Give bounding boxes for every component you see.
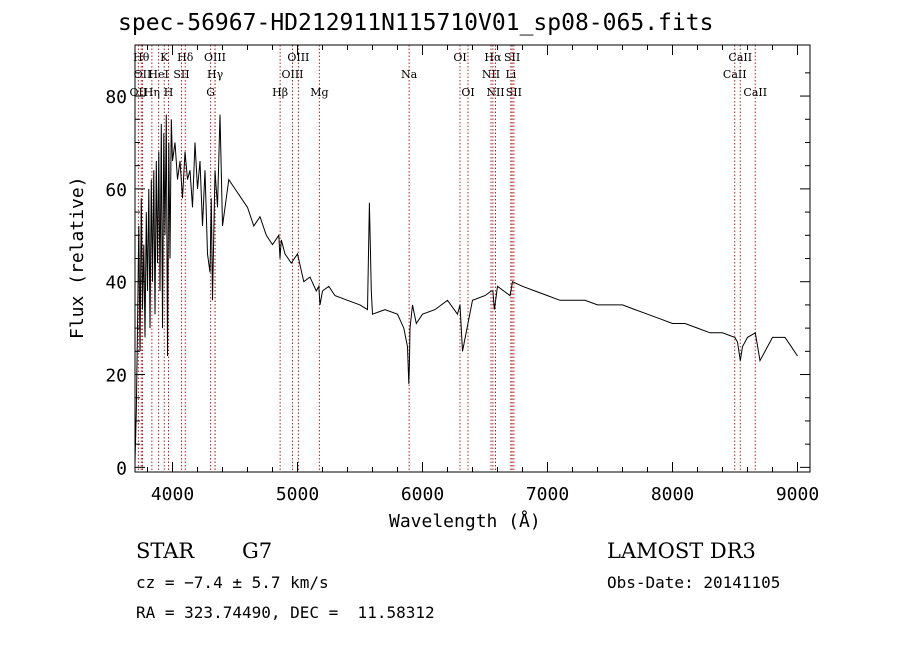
class-label: STAR: [136, 539, 195, 563]
line-label-9: G: [206, 86, 215, 99]
spectrum-line: [134, 114, 798, 463]
x-axis-label: Wavelength (Å): [389, 511, 541, 532]
x-tick-label-5000: 5000: [276, 484, 319, 505]
y-tick-label-20: 20: [105, 366, 127, 387]
line-label-7: SII: [173, 68, 189, 81]
x-tick-label-8000: 8000: [651, 484, 694, 505]
y-axis-label: Flux (relative): [67, 176, 88, 339]
obs-date-label: Obs-Date: 20141105: [607, 573, 781, 592]
subclass-label: G7: [242, 539, 273, 563]
line-label-5: K: [160, 51, 169, 64]
line-label-16: Na: [401, 68, 418, 81]
line-label-2: OII: [134, 68, 152, 81]
y-tick-label-80: 80: [105, 87, 127, 108]
line-label-4: HeI: [148, 68, 168, 81]
line-label-19: NII: [482, 68, 500, 81]
y-tick-label-0: 0: [116, 458, 127, 479]
line-label-21: NII: [486, 86, 504, 99]
line-label-14: OIII: [287, 51, 309, 64]
line-label-11: Hγ: [207, 68, 224, 81]
line-label-1: Hθ: [133, 51, 150, 64]
line-label-15: Mg: [310, 86, 328, 99]
line-label-12: Hβ: [272, 86, 288, 99]
line-label-8: Hδ: [177, 51, 194, 64]
survey-label: LAMOST DR3: [607, 539, 756, 563]
y-tick-label-40: 40: [105, 273, 127, 294]
chart-title: spec-56967-HD212911N115710V01_sp08-065.f…: [118, 10, 714, 36]
line-labels: OIIHθOIIHηHeIKHSIIHδGOIIIHγHβOIIIOIIIMgN…: [130, 51, 768, 99]
line-label-10: OIII: [204, 51, 226, 64]
cz-label: cz = −7.4 ± 5.7 km/s: [136, 573, 329, 592]
axis-ticks: 4000 5000 6000 7000 8000 9000 0 20 40 60 80: [105, 45, 819, 505]
y-tick-label-60: 60: [105, 180, 127, 201]
line-label-17: OI: [453, 51, 466, 64]
x-tick-label-7000: 7000: [526, 484, 569, 505]
line-label-25: CaII: [723, 68, 747, 81]
line-label-18: OI: [461, 86, 474, 99]
x-tick-label-9000: 9000: [776, 484, 819, 505]
plot-frame: [134, 44, 811, 473]
line-markers: [137, 45, 756, 472]
coords-label: RA = 323.74490, DEC = 11.58312: [136, 603, 435, 622]
x-tick-label-4000: 4000: [151, 484, 194, 505]
line-label-3: Hη: [144, 86, 160, 99]
line-label-26: CaII: [728, 51, 752, 64]
line-label-20: Hα: [484, 51, 502, 64]
line-label-13: OIII: [281, 68, 303, 81]
line-label-23: Li: [505, 68, 516, 81]
line-label-6: H: [164, 86, 174, 99]
x-tick-label-6000: 6000: [401, 484, 444, 505]
line-label-24: SII: [506, 86, 522, 99]
line-label-27: CaII: [743, 86, 767, 99]
line-label-22: SII: [504, 51, 520, 64]
